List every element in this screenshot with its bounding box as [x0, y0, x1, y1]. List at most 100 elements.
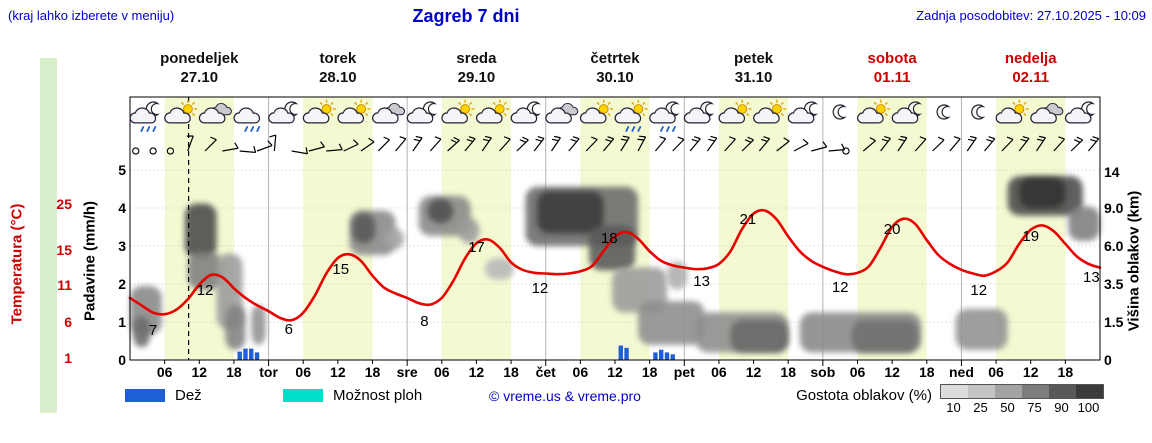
- density-tick-label: 50: [1000, 400, 1015, 415]
- moon-icon: [936, 104, 951, 120]
- temp-value-label: 17: [468, 239, 485, 257]
- rain-bar: [618, 345, 623, 360]
- wind-barb-icon: [308, 141, 325, 152]
- x-tick-label: 18: [1057, 364, 1074, 380]
- wind-barb-icon: [1087, 136, 1100, 152]
- wind-barb-icon: [533, 135, 545, 152]
- calm-wind-icon: [166, 147, 175, 155]
- wind-barb-icon: [1035, 135, 1046, 152]
- x-tick-label: 18: [503, 364, 519, 380]
- wind-barb-icon: [395, 136, 407, 152]
- rain-bar: [653, 352, 658, 360]
- temp-value-label: 6: [284, 321, 293, 339]
- day-name-2: sreda: [456, 50, 497, 67]
- precip-tick-label: 2: [118, 276, 126, 292]
- day-name-1: torek: [319, 50, 357, 67]
- clouds-icon: [198, 102, 232, 124]
- rain-bar: [670, 354, 675, 360]
- sun-cloud-icon: [753, 99, 787, 124]
- density-segment: [941, 385, 968, 398]
- wind-barb-icon: [862, 137, 876, 152]
- x-day-abbr: pet: [673, 364, 695, 380]
- density-tick-label: 25: [973, 400, 988, 415]
- wind-barb-icon: [811, 141, 828, 152]
- wind-barb-icon: [550, 135, 561, 152]
- density-segment: [1049, 385, 1076, 398]
- wind-barb-icon: [672, 136, 685, 152]
- x-tick-label: 12: [607, 364, 623, 380]
- day-date-0: 27.10: [180, 69, 219, 86]
- cloud-cover-blob: [187, 252, 223, 290]
- cloud-drizzle-icon: [233, 107, 261, 132]
- temp-value-label: 8: [420, 312, 429, 330]
- precip-tick-label: 0: [118, 352, 126, 368]
- wind-barb-icon: [447, 136, 460, 152]
- calm-wind-icon: [842, 147, 850, 155]
- cloud-tick-label: 9.0: [1104, 200, 1124, 216]
- wind-barb-icon: [499, 136, 511, 152]
- cloud-cover-blob: [730, 320, 789, 353]
- x-tick-label: 18: [641, 364, 658, 380]
- sun-cloud-icon: [475, 99, 510, 124]
- rain-bar: [254, 352, 260, 360]
- cloud-cover-blob: [485, 258, 514, 280]
- wind-barb-icon: [343, 139, 359, 152]
- temp-value-label: 19: [1022, 228, 1040, 246]
- day-date-1: 28.10: [319, 69, 357, 86]
- wind-barb-icon: [1001, 136, 1014, 152]
- moon-icon: [971, 104, 986, 120]
- wind-barb-icon: [602, 136, 615, 152]
- density-segment: [1022, 385, 1049, 398]
- moon-cloud-icon: [891, 101, 923, 124]
- x-tick-label: 18: [226, 364, 242, 380]
- calm-wind-icon: [149, 147, 157, 155]
- wind-barb-icon: [741, 136, 754, 152]
- precip-tick-label: 5: [118, 162, 126, 178]
- rain-bar: [664, 352, 670, 360]
- moon-cloud-icon: [683, 101, 715, 124]
- temp-value-label: 15: [332, 261, 350, 279]
- wind-barb-icon: [654, 136, 667, 152]
- wind-barb-icon: [1018, 135, 1030, 152]
- wind-barb-icon: [516, 136, 529, 152]
- calm-wind-icon: [132, 147, 140, 155]
- x-day-abbr: sob: [810, 364, 836, 380]
- density-segment: [1076, 385, 1103, 398]
- wind-barb-icon: [1053, 136, 1065, 152]
- temp-value-label: 12: [970, 281, 988, 299]
- sun-cloud-icon: [857, 99, 891, 124]
- cloud-density-gradient-bar: [940, 384, 1104, 399]
- moon-cloud-icon: [787, 101, 819, 124]
- cloud-cover-blob: [251, 304, 266, 345]
- cloud-tick-label: 6.0: [1104, 238, 1124, 254]
- moon-cloud-drizzle-icon: [649, 101, 680, 132]
- moon-icon: [832, 104, 847, 120]
- wind-barb-icon: [222, 142, 239, 152]
- sun-cloud-icon: [995, 99, 1029, 124]
- wind-barb-icon: [932, 136, 945, 152]
- density-tick-label: 10: [946, 400, 961, 415]
- sun-cloud-icon: [337, 99, 371, 124]
- temp-value-label: 20: [883, 220, 901, 238]
- sun-cloud-icon: [441, 99, 475, 124]
- day-name-4: petek: [733, 50, 774, 67]
- cloud-cover-blob: [384, 228, 405, 250]
- wind-barb-icon: [481, 135, 492, 152]
- x-day-abbr: ned: [948, 364, 974, 380]
- x-tick-label: 12: [468, 364, 485, 380]
- wind-barb-icon: [914, 136, 927, 152]
- wind-barb-icon: [758, 136, 771, 152]
- wind-barb-icon: [204, 136, 217, 152]
- wind-barb-icon: [429, 136, 442, 152]
- temp-value-label: 7: [148, 322, 158, 340]
- temp-value-label: 13: [1082, 268, 1100, 286]
- precip-tick-label: 4: [118, 200, 126, 216]
- clouds-icon: [1030, 102, 1064, 124]
- rain-bar: [249, 348, 254, 360]
- copyright-link[interactable]: © vreme.us & vreme.pro: [489, 388, 641, 404]
- wind-barb-icon: [828, 143, 846, 152]
- cloud-density-legend-label: Gostota oblakov (%): [796, 387, 932, 404]
- density-tick-label: 100: [1077, 400, 1100, 415]
- last-update: Zadnja posodobitev: 27.10.2025 - 10:09: [916, 8, 1146, 23]
